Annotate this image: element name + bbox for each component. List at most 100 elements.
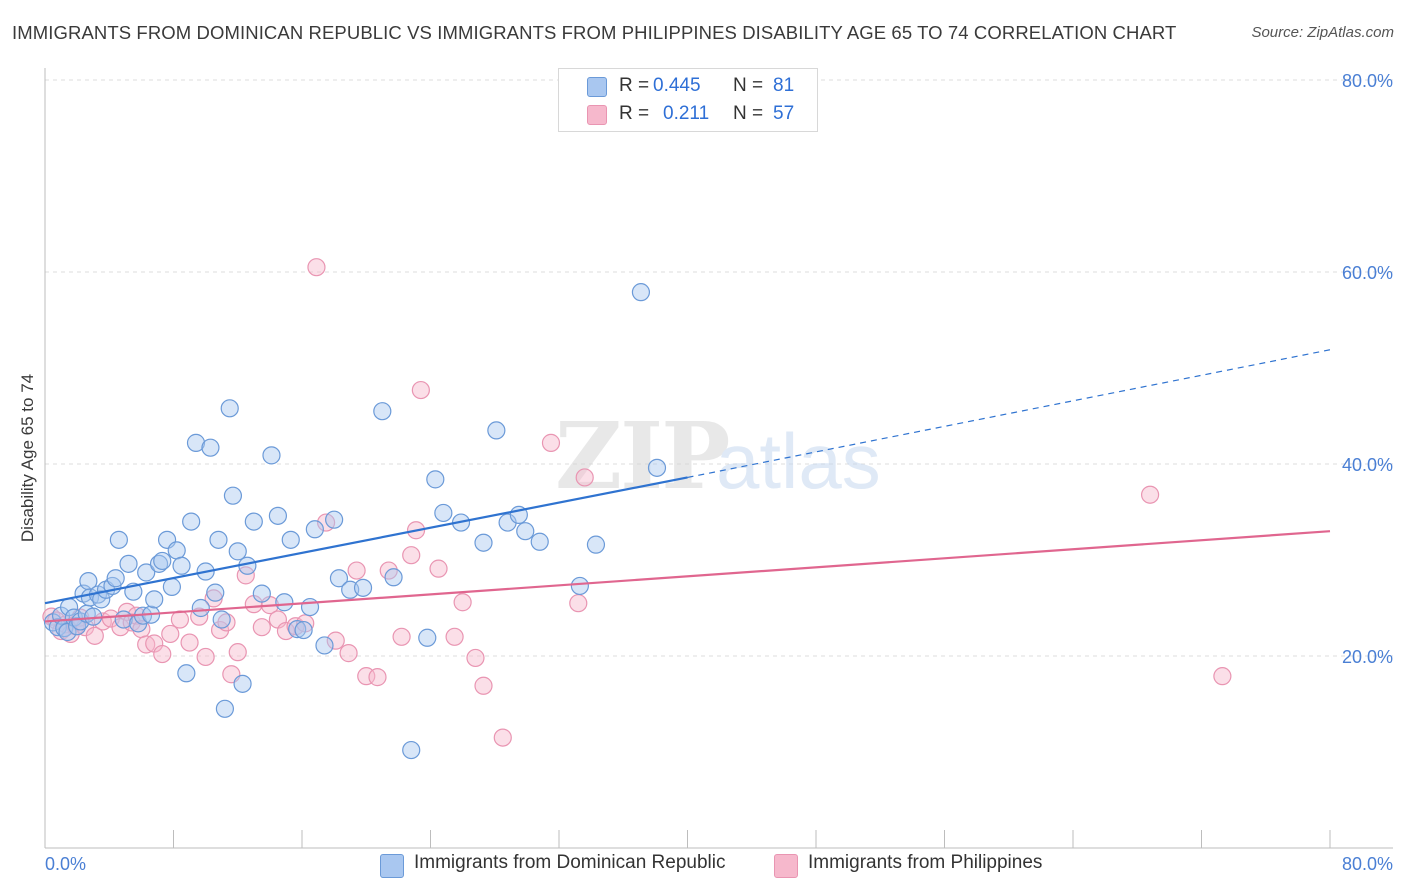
dominican-point — [586, 535, 606, 554]
watermark: ZIP atlas — [555, 402, 881, 510]
dominican-point — [145, 590, 164, 609]
bottom-legend-swatch-blue — [380, 854, 404, 878]
dominican-point — [153, 551, 172, 571]
dominican-point — [223, 486, 243, 505]
dominican-point — [487, 421, 506, 440]
source-label: Source: ZipAtlas.com — [1251, 24, 1394, 41]
philippines-point — [569, 594, 588, 613]
philippines-point — [347, 561, 366, 580]
dominican-point — [325, 510, 344, 529]
chart-title: IMMIGRANTS FROM DOMINICAN REPUBLIC VS IM… — [12, 22, 1177, 43]
philippines-point — [1140, 485, 1160, 504]
axes — [44, 68, 1393, 849]
dominican-point — [570, 576, 589, 596]
dominican-point — [228, 542, 247, 561]
philippines-point — [466, 648, 485, 668]
dominican-point — [92, 590, 111, 609]
y-tick-label: 20.0% — [1342, 647, 1393, 667]
legend-n-label: N = — [733, 75, 764, 96]
stats-legend: R = 0.445 N = 81 R = 0.211 N = 57 — [558, 68, 818, 132]
legend-swatch-blue — [587, 77, 607, 97]
philippines-point — [541, 433, 561, 452]
dominican-point — [426, 470, 445, 489]
dominican-point — [305, 520, 324, 539]
philippines-point — [252, 618, 271, 637]
dominican-point — [191, 598, 210, 618]
dominican-point — [315, 636, 334, 655]
dominican-point — [516, 522, 535, 541]
philippines-point — [85, 626, 104, 645]
philippines-point — [153, 644, 172, 664]
philippines-point — [326, 631, 345, 650]
dominican-point — [402, 740, 421, 760]
dominican-point — [119, 554, 138, 573]
dominican-point — [281, 530, 300, 549]
x-tick-label: 80.0% — [1342, 854, 1393, 874]
dominican-point — [137, 563, 156, 582]
dominican-point — [268, 506, 288, 525]
philippines-point — [392, 627, 411, 646]
dominican-point — [68, 617, 87, 636]
philippines-point — [474, 676, 493, 695]
legend-n-label: N = — [733, 103, 764, 124]
svg-text:atlas: atlas — [716, 417, 881, 505]
dominican-points — [43, 283, 667, 760]
philippines-point — [402, 546, 421, 565]
dominican-point — [186, 433, 206, 452]
dominican-point — [373, 402, 392, 421]
philippines-point — [1213, 667, 1232, 686]
dominican-point — [530, 532, 549, 551]
legend-r-label: R = — [619, 75, 650, 96]
dominican-point — [252, 584, 271, 603]
y-tick-label: 60.0% — [1342, 263, 1393, 283]
dominican-point — [177, 664, 196, 683]
dominican-point — [149, 554, 169, 573]
dominican-point — [288, 620, 307, 639]
dominican-point — [418, 628, 437, 647]
bottom-legend-label: Immigrants from Philippines — [808, 852, 1043, 873]
dominican-point — [647, 458, 667, 477]
legend-r-value: 0.211 — [663, 103, 710, 124]
philippines-point — [276, 621, 296, 641]
philippines-point — [339, 644, 358, 663]
legend-n-value: 81 — [773, 75, 795, 96]
dominican-point — [262, 446, 281, 465]
svg-text:ZIP: ZIP — [555, 402, 728, 510]
dominican-point — [209, 530, 228, 549]
philippines-point — [170, 610, 190, 629]
philippines-point — [196, 647, 215, 667]
philippines-point — [411, 380, 430, 400]
philippines-point — [307, 258, 326, 277]
dominican-point — [220, 399, 239, 418]
dominican-point — [172, 556, 191, 575]
legend-r-value: 0.445 — [653, 75, 701, 96]
legend-r-label: R = — [619, 103, 650, 124]
philippines-point — [453, 593, 472, 612]
legend-swatch-pink — [587, 105, 607, 125]
dominican-point — [294, 620, 313, 640]
y-tick-labels: 20.0% 40.0% 60.0% 80.0% — [1342, 71, 1393, 667]
dominican-point — [106, 569, 125, 588]
dominican-point — [244, 512, 263, 531]
philippines-trend-line — [44, 530, 1331, 623]
dominican-point — [215, 699, 234, 718]
philippines-point — [180, 633, 199, 652]
philippines-point — [575, 468, 594, 487]
dominican-point — [182, 512, 201, 531]
dominican-point — [162, 577, 181, 596]
dominican-point — [631, 283, 651, 302]
philippines-point — [228, 643, 247, 662]
legend-n-value: 57 — [773, 103, 795, 124]
dominican-point — [48, 618, 67, 637]
philippines-point — [368, 668, 387, 687]
dominican-point — [474, 533, 493, 552]
dominican-point — [167, 541, 186, 560]
trend-lines — [44, 349, 1331, 623]
philippines-point — [493, 728, 512, 747]
dominican-point — [353, 578, 373, 597]
dominican-point — [384, 568, 403, 587]
x-tick-label: 0.0% — [45, 854, 86, 874]
dominican-point — [206, 583, 225, 602]
dominican-point — [434, 503, 453, 523]
